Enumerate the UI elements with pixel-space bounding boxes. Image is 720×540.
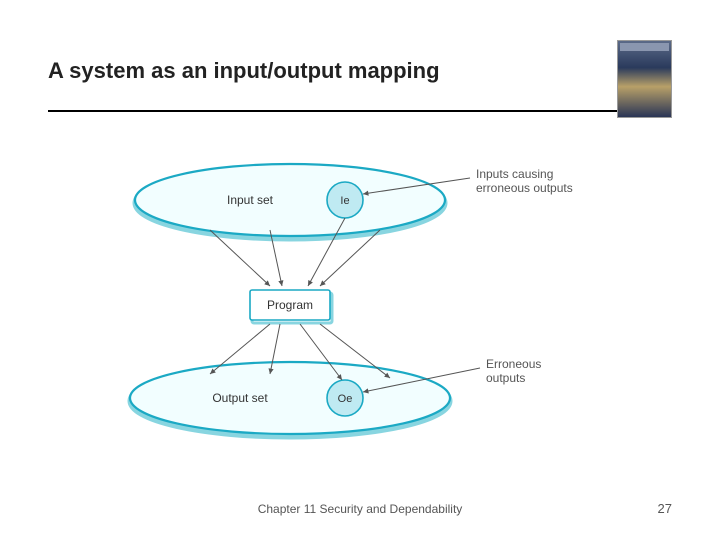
title-underline bbox=[48, 110, 672, 112]
svg-text:outputs: outputs bbox=[486, 371, 525, 385]
book-cover-thumbnail bbox=[617, 40, 672, 118]
slide-header: A system as an input/output mapping bbox=[48, 58, 672, 108]
svg-text:Input set: Input set bbox=[227, 193, 274, 207]
slide-title: A system as an input/output mapping bbox=[48, 58, 672, 84]
diagram-svg: Input set Ie Inputs causingerroneous outpu… bbox=[120, 160, 600, 450]
footer-page-number: 27 bbox=[658, 501, 672, 516]
svg-text:Output set: Output set bbox=[212, 391, 268, 405]
svg-text:erroneous outputs: erroneous outputs bbox=[476, 181, 573, 195]
svg-text:Inputs causing: Inputs causing bbox=[476, 167, 553, 181]
io-mapping-diagram: Input set Ie Inputs causingerroneous outpu… bbox=[120, 160, 600, 450]
svg-text:Ie: Ie bbox=[340, 195, 349, 207]
svg-text:Erroneous: Erroneous bbox=[486, 357, 541, 371]
svg-text:Program: Program bbox=[267, 298, 313, 312]
svg-text:Oe: Oe bbox=[338, 393, 353, 405]
footer-chapter: Chapter 11 Security and Dependability bbox=[0, 502, 720, 516]
